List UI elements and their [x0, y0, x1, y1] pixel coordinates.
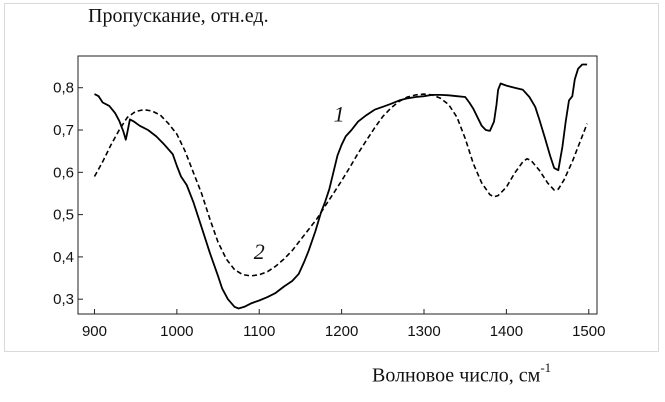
x-axis-label-text: Волновое число, см: [372, 364, 541, 387]
series-1-label: 1: [334, 102, 345, 127]
x-tick-label: 1300: [407, 323, 440, 340]
y-tick-label: 0,7: [53, 122, 74, 139]
x-axis-label-superscript: -1: [540, 360, 552, 375]
x-tick-label: 1500: [572, 323, 605, 340]
y-tick-label: 0,5: [53, 207, 74, 224]
series-2-label: 2: [254, 239, 265, 264]
series-1-line: [94, 63, 588, 310]
y-tick-label: 0,8: [53, 80, 74, 97]
x-tick-label: 1200: [325, 323, 358, 340]
x-tick-label: 1400: [490, 323, 523, 340]
y-tick-label: 0,3: [53, 291, 74, 308]
x-axis-label: Волновое число, см-1: [372, 360, 552, 388]
x-tick-label: 1000: [160, 323, 193, 340]
y-axis-label: Пропускание, отн.ед.: [88, 5, 269, 27]
y-tick-label: 0,6: [53, 164, 74, 181]
x-tick-label: 1100: [243, 323, 275, 340]
chart-frame: [4, 3, 659, 352]
series-2-line: [93, 93, 588, 277]
plot-border: [77, 55, 598, 315]
y-tick-label: 0,4: [53, 249, 74, 266]
x-tick-label: 900: [82, 323, 107, 340]
